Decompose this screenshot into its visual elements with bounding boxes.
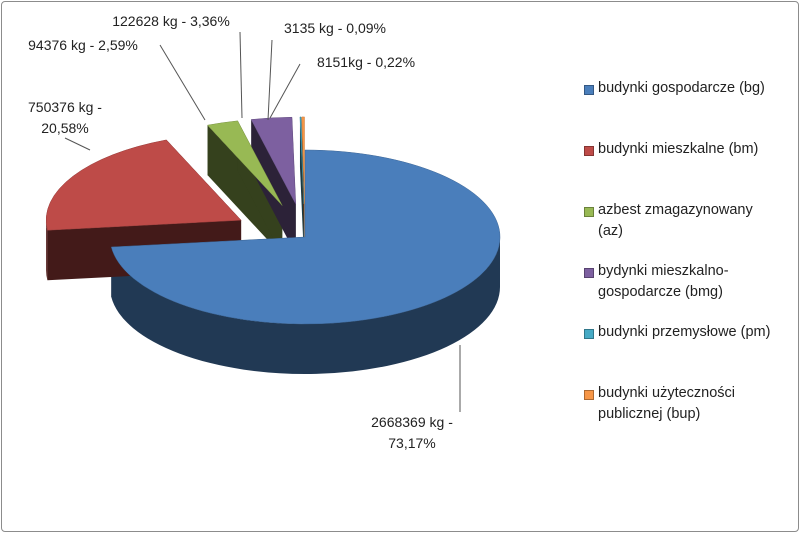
legend-label: budynki użyteczności publicznej (bup) [598, 385, 736, 422]
legend-swatch [584, 146, 594, 156]
data-label: 122628 kg - 3,36% [112, 13, 230, 29]
legend-swatch [584, 390, 594, 400]
leader-line [267, 39, 273, 121]
legend-label: bydynki mieszkalno-gospodarcze (bmg) [598, 263, 729, 300]
pie-slice [301, 116, 305, 204]
data-label: 750376 kg - 20,58% [28, 99, 102, 136]
pie-slice [250, 116, 297, 205]
leader-line [159, 44, 206, 121]
legend-swatch [584, 329, 594, 339]
slice-side [207, 125, 283, 256]
legend-swatch [584, 207, 594, 217]
legend-label: azbest zmagazynowany (az) [598, 202, 753, 239]
slice-side [46, 220, 48, 281]
leader-line [269, 63, 301, 119]
pie-slice [207, 120, 283, 206]
pie-slice [110, 149, 501, 325]
slice-tops [45, 116, 501, 325]
legend-label: budynki przemysłowe (pm) [598, 324, 771, 340]
pie-slice [45, 139, 242, 231]
leader-line [239, 31, 243, 119]
legend-swatch [584, 268, 594, 278]
data-label: 3135 kg - 0,09% [284, 20, 386, 36]
legend-swatch [584, 85, 594, 95]
slice-side [111, 237, 501, 374]
data-label: 8151kg - 0,22% [316, 54, 416, 70]
data-label: 2668369 kg - 73,17% [371, 414, 453, 451]
legend-label: budynki mieszkalne (bm) [598, 141, 759, 157]
pie-slice [299, 116, 305, 204]
slice-side [251, 119, 296, 255]
legend-label: budynki gospodarcze (bg) [598, 80, 765, 96]
leader-line [64, 137, 91, 151]
data-label: 94376 kg - 2,59% [28, 37, 138, 53]
